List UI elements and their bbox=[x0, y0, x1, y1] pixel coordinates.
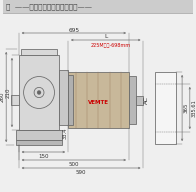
Text: 500: 500 bbox=[69, 161, 79, 166]
Text: 335.61: 335.61 bbox=[191, 99, 196, 117]
Bar bbox=[16, 130, 62, 140]
Bar bbox=[21, 49, 57, 55]
Bar bbox=[68, 75, 73, 125]
Text: 225M机座-698mm: 225M机座-698mm bbox=[91, 42, 131, 47]
Circle shape bbox=[37, 90, 41, 94]
Text: L: L bbox=[104, 35, 107, 40]
Text: 动  ——诚信、专业、务实、高效——: 动 ——诚信、专业、务实、高效—— bbox=[6, 3, 92, 10]
Bar bbox=[3, 0, 193, 13]
Text: 260: 260 bbox=[0, 92, 5, 102]
Bar bbox=[136, 96, 143, 105]
Text: 695: 695 bbox=[68, 27, 79, 32]
Bar bbox=[16, 140, 62, 145]
Text: 150: 150 bbox=[38, 153, 49, 159]
Text: 365: 365 bbox=[183, 103, 189, 113]
Bar bbox=[21, 130, 57, 136]
Bar bbox=[59, 70, 68, 125]
Bar bbox=[11, 95, 19, 105]
Text: 33.4: 33.4 bbox=[62, 127, 67, 139]
Bar bbox=[68, 72, 129, 128]
Bar bbox=[155, 72, 176, 144]
Text: 210: 210 bbox=[6, 87, 11, 98]
Text: 590: 590 bbox=[76, 170, 86, 175]
Text: AC: AC bbox=[144, 96, 149, 104]
Text: VEMTE: VEMTE bbox=[88, 99, 109, 104]
Bar bbox=[129, 76, 136, 124]
Bar bbox=[19, 55, 59, 130]
